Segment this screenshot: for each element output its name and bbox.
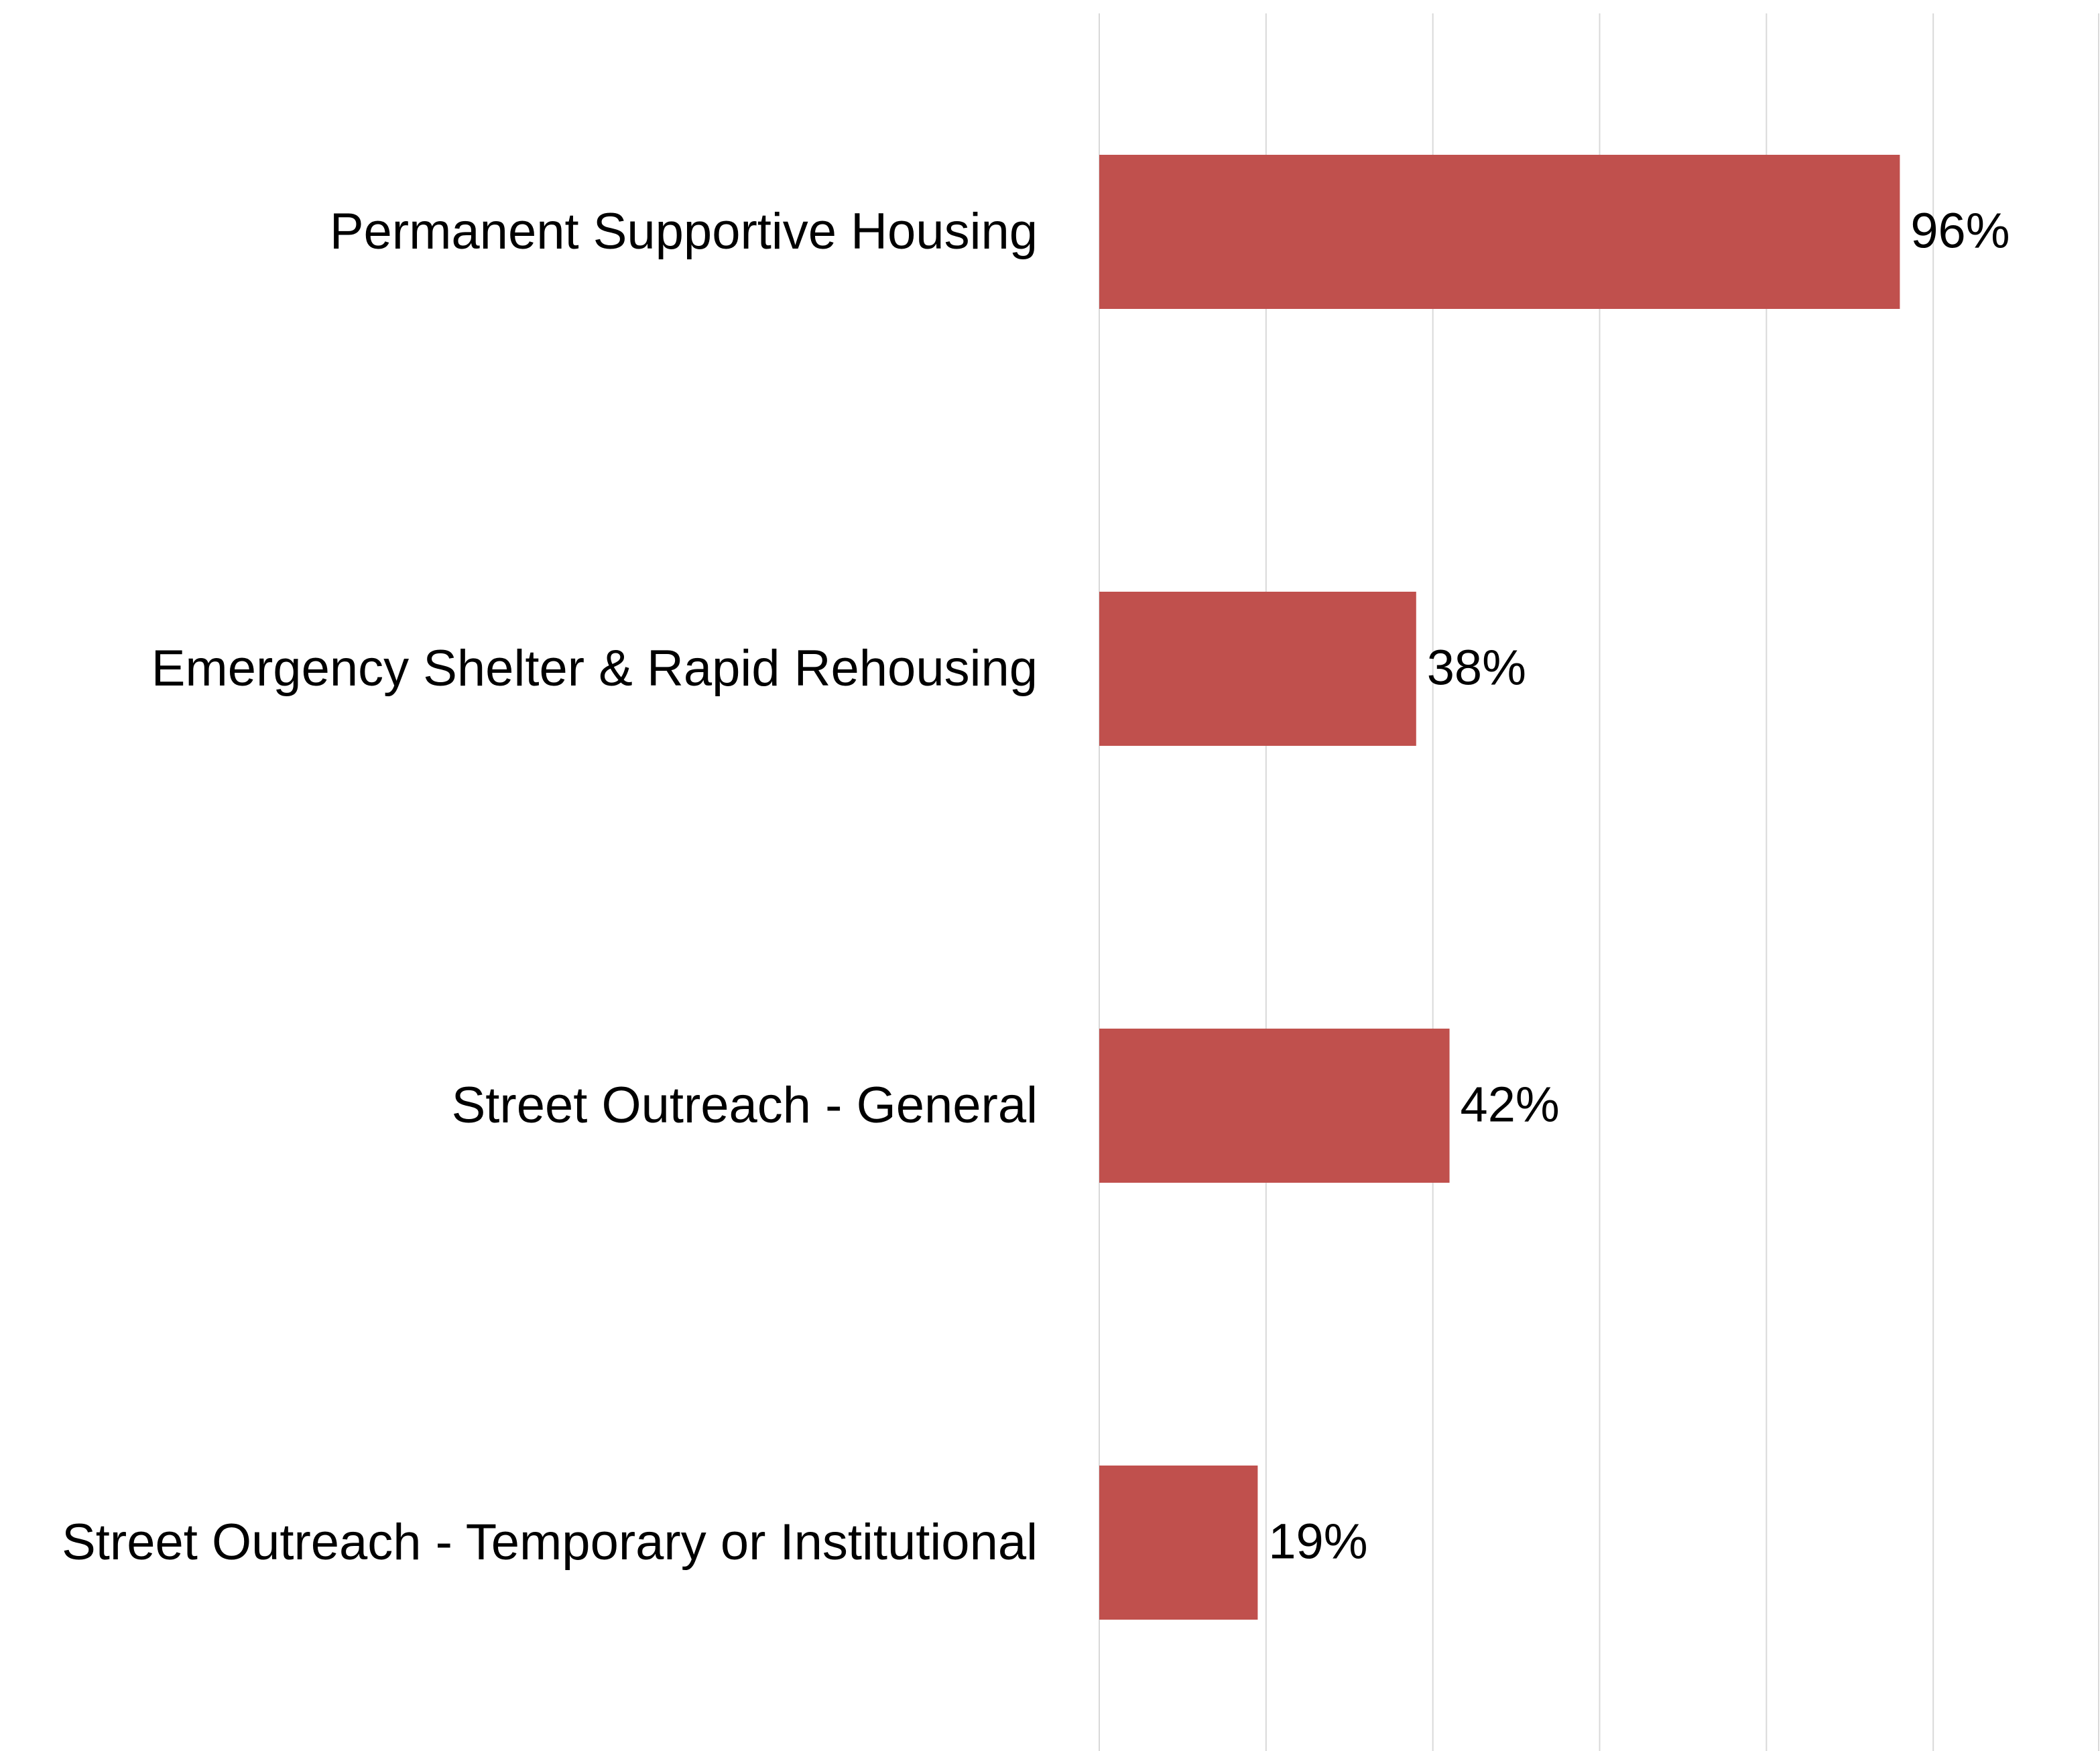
value-label: 19% bbox=[1268, 1514, 1367, 1569]
bar bbox=[1099, 1466, 1258, 1620]
category-label: Street Outreach - Temporary or Instituti… bbox=[62, 1514, 1038, 1571]
bar bbox=[1099, 592, 1416, 746]
bar bbox=[1099, 155, 1900, 309]
value-label: 42% bbox=[1461, 1077, 1560, 1132]
category-label: Street Outreach - General bbox=[451, 1077, 1038, 1134]
bar bbox=[1099, 1029, 1450, 1183]
category-label: Emergency Shelter & Rapid Rehousing bbox=[151, 640, 1038, 697]
category-label: Permanent Supportive Housing bbox=[329, 203, 1038, 260]
value-label: 38% bbox=[1427, 640, 1526, 696]
value-label: 96% bbox=[1910, 203, 2010, 259]
